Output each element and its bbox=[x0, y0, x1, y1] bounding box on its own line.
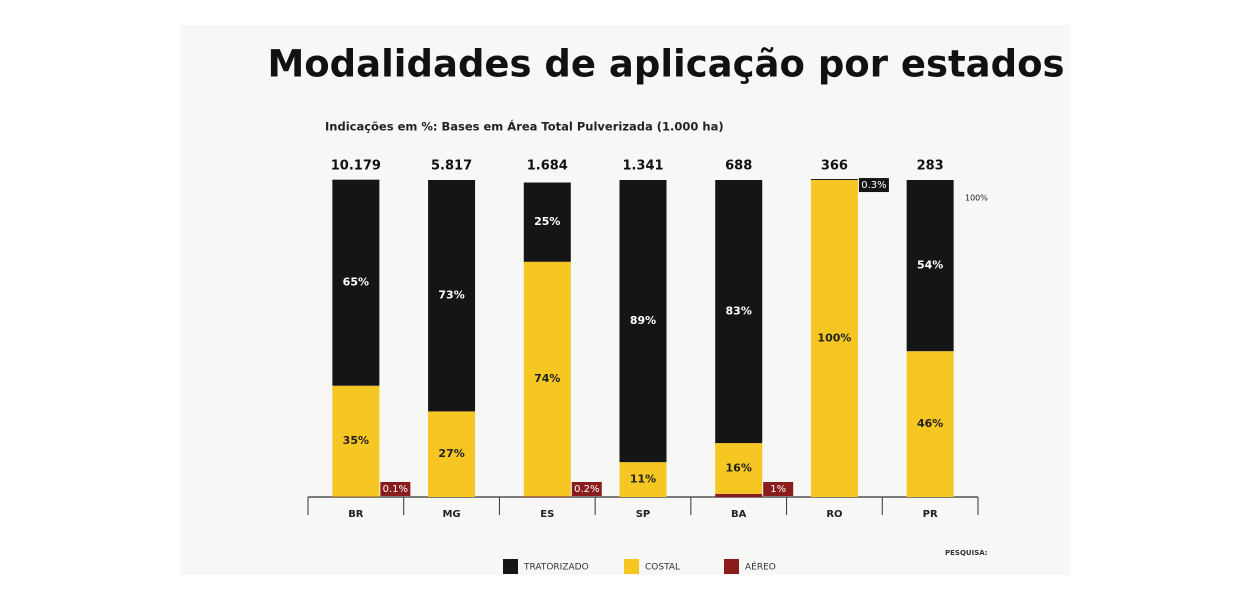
bar-segment bbox=[619, 462, 667, 497]
x-tick-label: BR bbox=[348, 509, 364, 520]
value-label-box bbox=[858, 178, 889, 193]
value-label: 25% bbox=[534, 215, 560, 228]
bar-segment bbox=[619, 180, 667, 463]
x-tick-label: RO bbox=[826, 509, 842, 520]
x-tick-label: PR bbox=[923, 509, 938, 520]
bar-segment bbox=[523, 261, 571, 497]
bar-segment bbox=[715, 443, 763, 494]
x-tick-label: BA bbox=[731, 509, 747, 520]
chart-title: Modalidades de aplicação por estados bbox=[267, 43, 1064, 86]
value-label: 1% bbox=[770, 484, 786, 495]
annotation: 100% bbox=[965, 194, 988, 203]
bar-segment bbox=[715, 493, 763, 497]
bar-segment bbox=[810, 180, 858, 497]
bar-segment bbox=[715, 180, 763, 444]
total-label: 10.179 bbox=[331, 159, 381, 174]
bar-segment bbox=[906, 180, 954, 352]
total-label: 366 bbox=[821, 159, 848, 174]
bar-segment bbox=[332, 179, 380, 386]
total-label: 1.684 bbox=[527, 159, 568, 174]
x-tick-label: SP bbox=[636, 509, 651, 520]
legend-label: COSTAL bbox=[645, 563, 680, 573]
value-label: 0.3% bbox=[861, 180, 886, 191]
bar-segment bbox=[428, 180, 476, 412]
total-label: 283 bbox=[917, 159, 944, 174]
value-label: 100% bbox=[817, 332, 851, 345]
x-tick-label: MG bbox=[442, 509, 460, 520]
value-label: 46% bbox=[917, 417, 943, 430]
value-label: 0.1% bbox=[383, 484, 408, 495]
value-label-box bbox=[763, 482, 794, 496]
bar-segment bbox=[523, 496, 571, 497]
bar-segment bbox=[906, 351, 954, 497]
bar-segment bbox=[428, 411, 476, 497]
total-label: 688 bbox=[725, 159, 752, 174]
value-label: 65% bbox=[343, 276, 369, 289]
bar-segment bbox=[332, 385, 380, 497]
bar-segment bbox=[523, 182, 571, 262]
legend-swatch bbox=[724, 559, 739, 574]
value-label: 11% bbox=[630, 473, 656, 486]
bar-segment bbox=[810, 179, 858, 180]
total-label: 5.817 bbox=[431, 159, 472, 174]
legend-swatch bbox=[624, 559, 639, 574]
value-label: 16% bbox=[726, 461, 752, 474]
value-label: 89% bbox=[630, 314, 656, 327]
value-label: 0.2% bbox=[574, 484, 599, 495]
value-label: 74% bbox=[534, 372, 560, 385]
chart-subtitle: Indicações em %: Bases em Área Total Pul… bbox=[325, 119, 724, 134]
value-label: 54% bbox=[917, 259, 943, 272]
value-label-box bbox=[380, 482, 411, 496]
source-label: PESQUISA: bbox=[945, 549, 988, 557]
legend-swatch bbox=[503, 559, 518, 574]
value-label-box bbox=[571, 482, 602, 496]
legend-label: AÉREO bbox=[745, 561, 776, 573]
value-label: 35% bbox=[343, 434, 369, 447]
value-label: 83% bbox=[726, 305, 752, 318]
x-tick-label: ES bbox=[540, 509, 554, 520]
legend-label: TRATORIZADO bbox=[523, 563, 589, 573]
value-label: 27% bbox=[438, 447, 464, 460]
value-label: 73% bbox=[438, 289, 464, 302]
total-label: 1.341 bbox=[622, 159, 663, 174]
